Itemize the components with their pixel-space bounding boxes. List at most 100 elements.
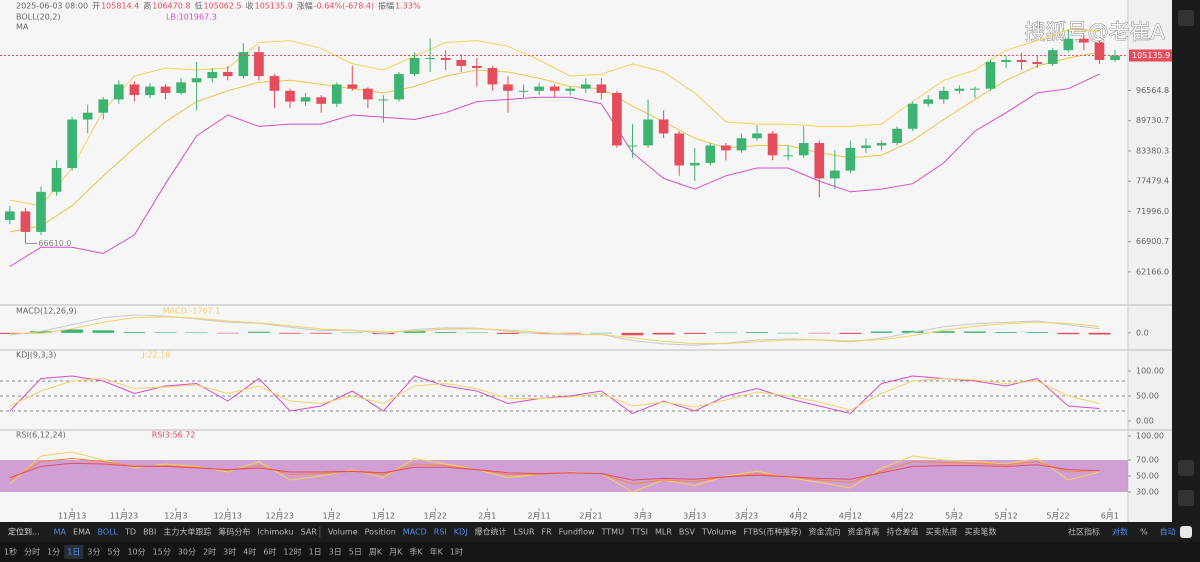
indicator-line — [9, 314, 1100, 346]
candle-body — [1016, 59, 1027, 62]
toolbar-option[interactable]: 对数 — [1112, 527, 1128, 537]
indicator-toggle[interactable]: BSV — [679, 528, 695, 537]
timeframe-option[interactable]: 5日 — [349, 548, 362, 557]
candle-body — [1001, 59, 1011, 62]
timeframe-option[interactable]: 4时 — [243, 547, 256, 557]
indicator-toggle[interactable]: 资金流向 — [808, 527, 840, 537]
indicator-toggle[interactable]: KDJ — [454, 528, 468, 537]
side-icon[interactable] — [1178, 490, 1194, 506]
timeframe-option[interactable]: 5分 — [107, 548, 120, 557]
indicator-toggle[interactable]: 爆仓统计 — [475, 527, 507, 537]
timeframe-option[interactable]: 3时 — [223, 547, 236, 557]
indicator-toggle[interactable]: Fundflow — [559, 528, 595, 537]
timeframe-option[interactable]: 月K — [389, 548, 403, 557]
indicator-toggle[interactable]: 资金背离 — [847, 527, 879, 537]
timeframe-option[interactable]: 30分 — [178, 548, 196, 557]
candle-body — [627, 145, 638, 147]
candle-body — [861, 145, 871, 148]
indicator-toggle[interactable]: TTMU — [601, 528, 625, 537]
toolbar-option[interactable]: 社区指标 — [1068, 527, 1100, 537]
candle-body — [689, 162, 700, 166]
macd-bar — [185, 332, 208, 334]
indicator-toggle[interactable]: MLR — [655, 528, 672, 537]
indicator-toggle[interactable]: MACD — [403, 528, 427, 537]
candle-body — [549, 86, 560, 91]
indicator-toggle[interactable]: EMA — [73, 528, 91, 537]
candle-body — [316, 97, 326, 104]
indicator-toggle[interactable]: SAR — [301, 528, 318, 537]
macd-bar — [870, 331, 893, 333]
candle-body — [98, 99, 109, 113]
indicator-toggle[interactable]: TTSI — [630, 528, 648, 537]
indicator-toggle[interactable]: MA — [54, 528, 67, 537]
timeframe-option[interactable]: 1时 — [450, 547, 463, 557]
header-label: 振幅 — [378, 1, 394, 11]
timeframe-option[interactable]: 分时 — [24, 547, 40, 557]
candle-body — [814, 143, 825, 179]
y-tick-label: 83380.3 — [1136, 146, 1169, 155]
x-tick-label: 2月11 — [527, 512, 550, 521]
last-price-label: 105135.9 — [1132, 51, 1170, 60]
indicator-toggle[interactable]: TVolume — [701, 528, 737, 537]
timeframe-option[interactable]: 1分 — [47, 548, 60, 557]
indicator-line — [9, 462, 1100, 481]
candle-body — [938, 90, 949, 100]
indicator-toggle[interactable]: Position — [365, 528, 396, 537]
candle-body — [767, 133, 778, 156]
timeframe-option[interactable]: 6时 — [263, 547, 276, 557]
indicator-toggle[interactable]: BOLL — [97, 528, 118, 537]
y-tick-label: 0.00 — [1136, 417, 1154, 426]
indicator-toggle[interactable]: RSI — [434, 528, 447, 537]
timeframe-bar — [0, 542, 1200, 562]
candle-body — [440, 57, 451, 60]
side-icon[interactable] — [1178, 460, 1194, 476]
indicator-toggle[interactable]: TD — [124, 528, 136, 537]
candle-body — [67, 119, 77, 169]
macd-bar — [1088, 332, 1111, 335]
candle-body — [51, 168, 62, 192]
timeframe-option[interactable]: 12时 — [283, 547, 301, 557]
timeframe-option[interactable]: 3日 — [329, 548, 342, 557]
indicator-toggle[interactable]: Ichimoku — [257, 528, 293, 537]
header-value: 105814.4 — [101, 2, 139, 11]
timeframe-option[interactable]: 2时 — [203, 547, 216, 557]
timeframe-option[interactable]: 年K — [430, 547, 444, 557]
indicator-toggle[interactable]: BBI — [143, 528, 156, 537]
panel-readout: J:22.18 — [141, 351, 170, 360]
candle-body — [394, 74, 404, 100]
timeframe-option[interactable]: 周K — [369, 548, 383, 557]
timeframe-option[interactable]: 10分 — [127, 548, 145, 557]
indicator-toggle[interactable]: 买卖笔数 — [964, 527, 996, 537]
indicator-toggle[interactable]: LSUR — [514, 528, 535, 537]
boll-label: BOLL(20,2) — [16, 13, 61, 22]
candle-body — [596, 84, 607, 93]
indicator-toggle[interactable]: FTBS(币种推荐) — [743, 527, 801, 537]
candle-body — [238, 52, 249, 77]
timeframe-option[interactable]: 1秒 — [4, 547, 17, 557]
macd-bar — [746, 332, 768, 333]
timeframe-option[interactable]: 15分 — [153, 548, 171, 557]
timeframe-option[interactable]: 3分 — [87, 548, 100, 557]
candle-body — [269, 76, 280, 91]
timeframe-option[interactable]: 1日 — [309, 548, 322, 557]
candle-body — [378, 99, 389, 101]
header-label: 高 — [143, 1, 151, 11]
timeframe-option[interactable]: 1日 — [67, 548, 80, 557]
side-icon[interactable] — [1178, 10, 1194, 26]
indicator-toggle[interactable]: 持仓差值 — [886, 527, 918, 537]
x-tick-label: 5月2 — [945, 512, 963, 521]
x-tick-label: 4月12 — [839, 512, 862, 521]
macd-bar — [1026, 332, 1049, 333]
locate-button[interactable]: 定位到... — [8, 527, 40, 537]
candle-body — [798, 143, 809, 156]
toolbar-option[interactable]: % — [1140, 528, 1148, 537]
macd-bar — [248, 331, 270, 333]
timeframe-option[interactable]: 季K — [409, 547, 423, 557]
indicator-toggle[interactable]: FR — [542, 528, 553, 537]
settings-icon[interactable] — [1180, 526, 1192, 538]
indicator-toggle[interactable]: 买卖热度 — [925, 527, 957, 537]
indicator-toggle[interactable]: 筹码分布 — [218, 527, 250, 537]
indicator-toggle[interactable]: Volume — [328, 528, 358, 537]
indicator-toggle[interactable]: 主力大单跟踪 — [163, 527, 211, 537]
toolbar-option[interactable]: 自动 — [1160, 527, 1176, 537]
